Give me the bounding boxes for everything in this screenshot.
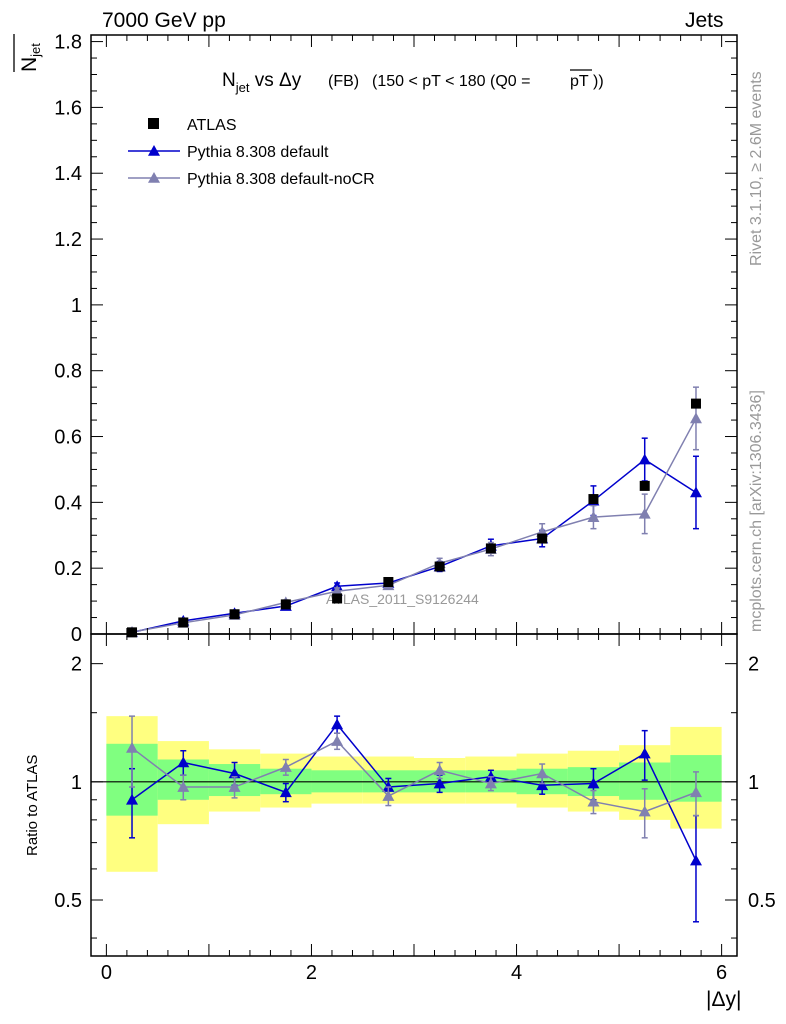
header-category: Jets: [685, 9, 724, 32]
main-title: Njet vs Δy: [222, 70, 302, 95]
svg-text:Njet: Njet: [18, 43, 43, 72]
x-axis-label: |Δy|: [706, 988, 741, 1011]
ratio-y-tick-label: 1: [71, 772, 82, 794]
main-ylabel: Njet: [18, 43, 43, 72]
ratio-ylabel: Ratio to ATLAS: [24, 755, 41, 856]
ratio-y-tick-label-right: 2: [748, 654, 759, 676]
y-tick-label: 0.4: [54, 492, 82, 514]
ylabel-n: N: [18, 57, 41, 72]
title-vs-dy: vs Δy: [249, 70, 301, 91]
ratio-mc-point: [433, 764, 446, 776]
ylabel-jet-sub: jet: [28, 43, 43, 58]
ratio-mc-point: [638, 747, 651, 759]
ratio-mc-point: [382, 790, 395, 801]
legend-marker-triangle: [148, 145, 160, 156]
title-close: )): [593, 73, 604, 90]
legend-label: Pythia 8.308 default-noCR: [187, 171, 375, 188]
ratio-series-line: [131, 740, 697, 813]
main-mc-point: [331, 585, 344, 597]
title-fb: (FB): [328, 73, 359, 90]
y-tick-label: 0: [71, 624, 82, 646]
y-tick-label: 0.8: [54, 361, 82, 383]
ratio-mc-point: [126, 793, 139, 805]
ratio-y-tick-label: 0.5: [54, 890, 82, 912]
main-mc-point: [638, 453, 651, 465]
y-tick-label: 0.2: [54, 558, 82, 580]
atlas-data-point: [383, 576, 394, 587]
atlas-data-point: [639, 480, 650, 491]
ratio-mc-point: [177, 756, 190, 768]
atlas-data-point: [434, 561, 445, 572]
ratio-y-tick-label: 2: [71, 654, 82, 676]
analysis-watermark: ATLAS_2011_S9126244: [326, 591, 479, 607]
atlas-data-point: [332, 593, 343, 604]
ratio-mc-point: [433, 777, 446, 789]
x-tick-label: 2: [306, 962, 317, 984]
main-mc-point: [638, 507, 651, 519]
ratio-mc-point: [177, 781, 190, 792]
x-tick-label: 4: [511, 962, 522, 984]
ratio-series-line: [131, 723, 697, 861]
ratio-mc-point: [126, 741, 139, 753]
x-tick-label: 6: [716, 962, 727, 984]
legend-marker-square: [148, 118, 159, 129]
atlas-data-point: [690, 398, 701, 409]
y-tick-label: 1: [71, 295, 82, 317]
ratio-mc-point: [228, 781, 241, 792]
title-jet-sub: jet: [235, 80, 250, 95]
title-n: N: [222, 70, 236, 91]
atlas-data-point: [588, 494, 599, 505]
y-tick-label: 1.4: [54, 163, 82, 185]
ratio-mc-point: [689, 786, 702, 798]
y-tick-label: 1.8: [54, 32, 82, 54]
header-energy: 7000 GeV pp: [102, 9, 226, 32]
ratio-mc-point: [331, 735, 344, 746]
ratio-mc-point: [587, 777, 600, 789]
title-pt-overlined: pT: [570, 73, 589, 90]
main-mc-point: [587, 511, 600, 522]
atlas-data-point: [178, 617, 189, 628]
ratio-mc-point: [484, 777, 497, 789]
atlas-data-point: [229, 609, 240, 620]
ratio-y-tick-label-right: 1: [748, 772, 759, 794]
ratio-mc-point: [228, 767, 241, 779]
ratio-mc-point: [587, 795, 600, 807]
ratio-mc-point: [638, 805, 651, 817]
main-series-line: [131, 418, 697, 633]
legend-label: Pythia 8.308 default: [187, 144, 329, 161]
ratio-mc-point: [536, 779, 549, 791]
atlas-data-point: [537, 533, 548, 544]
x-tick-label: 0: [101, 962, 112, 984]
ratio-mc-point: [279, 761, 292, 772]
ratio-y-tick-label-right: 0.5: [748, 890, 776, 912]
ratio-mc-point: [331, 718, 344, 730]
main-mc-point: [689, 412, 702, 424]
main-mc-point: [689, 486, 702, 498]
legend-label: ATLAS: [187, 117, 237, 134]
y-tick-label: 1.6: [54, 97, 82, 119]
atlas-data-point: [127, 627, 138, 638]
ratio-mc-point: [279, 786, 292, 798]
atlas-data-point: [485, 543, 496, 554]
legend-marker-triangle: [148, 172, 160, 183]
svg-text:Ratio to ATLAS: Ratio to ATLAS: [24, 755, 41, 856]
y-tick-label: 0.6: [54, 427, 82, 449]
ratio-mc-point: [689, 854, 702, 866]
y-tick-label: 1.2: [54, 229, 82, 251]
ratio-mc-point: [536, 767, 549, 779]
title-range: (150 < pT < 180 (Q0 =: [372, 73, 530, 90]
atlas-data-point: [280, 599, 291, 610]
